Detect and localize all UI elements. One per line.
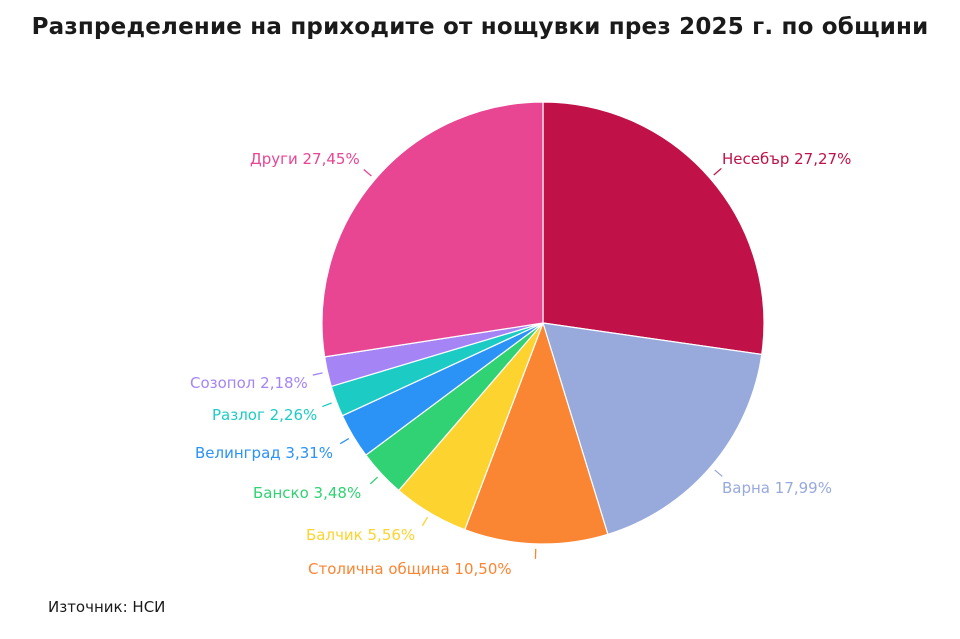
slice-label-0: Несебър 27,27%	[722, 150, 851, 168]
slice-label-5: Велинград 3,31%	[195, 444, 333, 462]
leader-line-3	[421, 516, 429, 527]
pie-slice-0	[542, 101, 765, 356]
slice-label-6: Разлог 2,26%	[212, 406, 317, 424]
slice-label-4: Банско 3,48%	[253, 484, 361, 502]
leader-line-5	[339, 438, 350, 445]
leader-line-4	[369, 476, 379, 485]
chart-title: Разпределение на приходите от нощувки пр…	[31, 14, 929, 40]
slice-label-2: Столична община 10,50%	[308, 560, 512, 578]
leader-line-0	[713, 167, 722, 176]
leader-line-6	[322, 402, 332, 408]
pie-slice-2	[463, 321, 609, 545]
slice-label-8: Други 27,45%	[250, 150, 360, 168]
slice-label-3: Балчик 5,56%	[306, 526, 415, 544]
leader-line-1	[714, 469, 723, 477]
slice-label-7: Созопол 2,18%	[190, 374, 308, 392]
source-note: Източник: НСИ	[48, 598, 166, 616]
slice-label-1: Варна 17,99%	[722, 479, 832, 497]
leader-line-8	[363, 168, 372, 177]
pie-slice-8	[321, 101, 544, 358]
pie-slice-1	[542, 322, 763, 536]
leader-line-7	[312, 372, 323, 376]
